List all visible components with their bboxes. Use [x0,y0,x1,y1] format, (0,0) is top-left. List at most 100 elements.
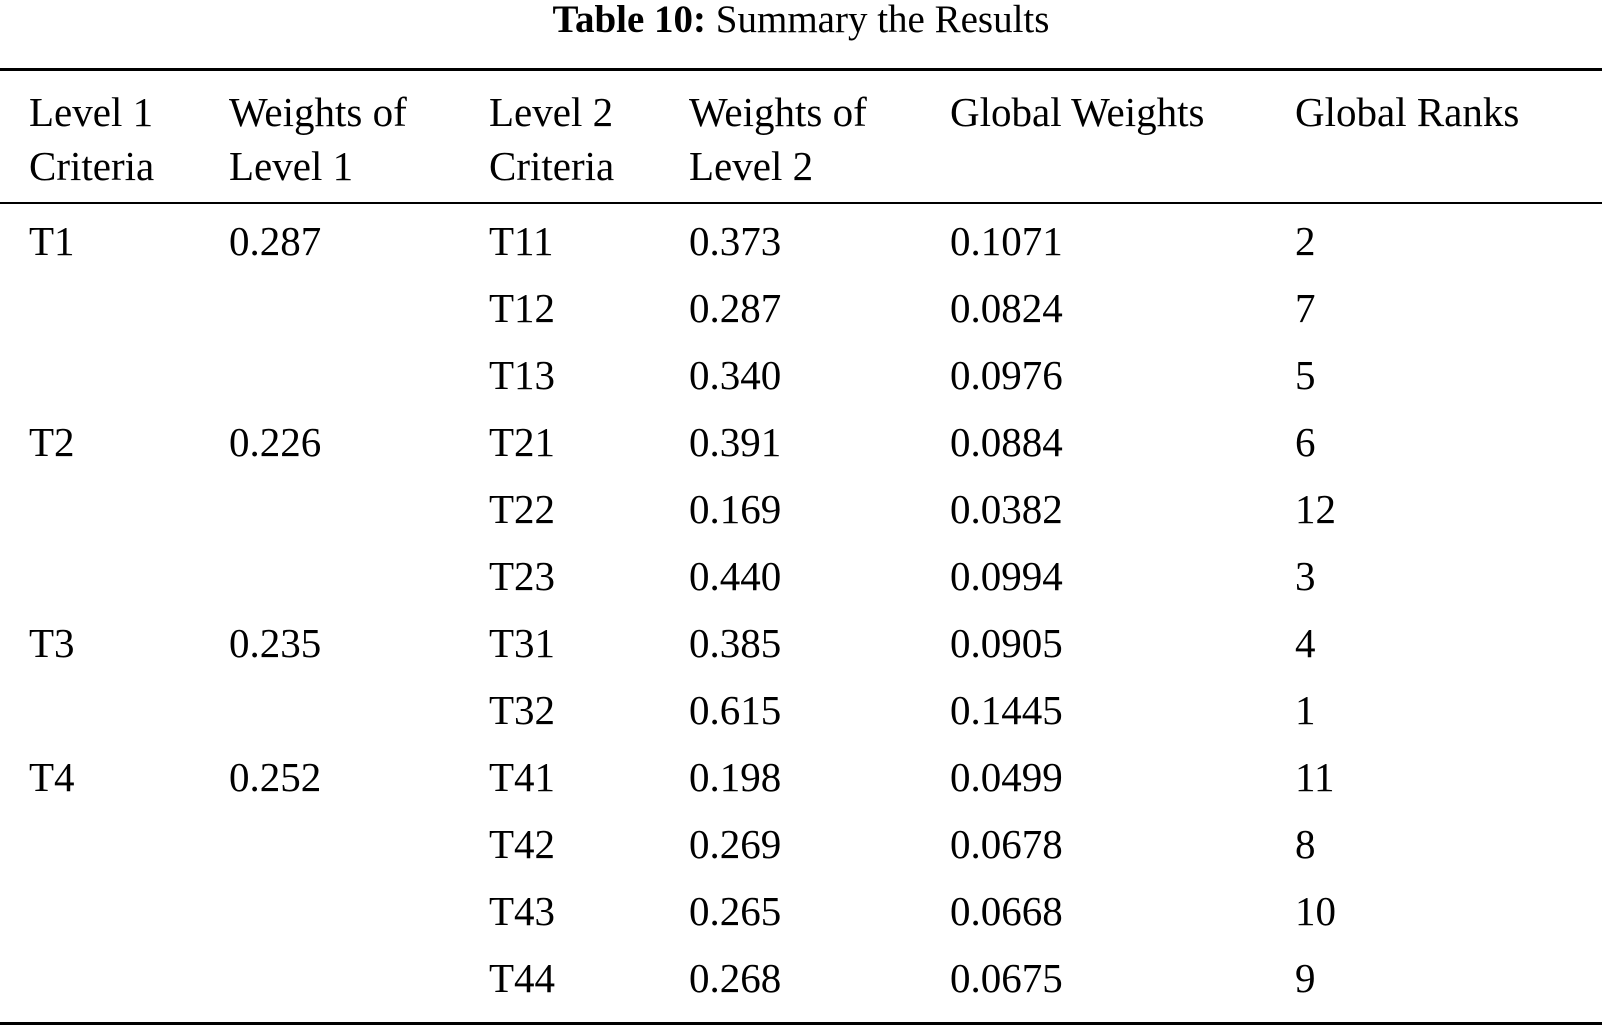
table-cell: 0.440 [689,553,782,599]
column-header: Level 1 Criteria [29,89,155,189]
table-cell [229,886,489,953]
table-cell [0,350,229,417]
table-cell: 5 [1295,352,1316,398]
table-cell [0,953,229,1020]
column-header: Weights of Level 1 [229,89,407,189]
table-cell: 0.169 [689,486,782,532]
table-cell: 9 [1295,955,1316,1001]
table-row: T32 0.615 0.1445 1 [0,685,1602,752]
table-cell [229,551,489,618]
table-row: T42 0.269 0.0678 8 [0,819,1602,886]
column-header: Weights of Level 2 [689,89,867,189]
table-cell: 3 [1295,553,1316,599]
table-cell: T4 [29,754,75,800]
table-cell: 0.615 [689,687,782,733]
table-cell: 0.373 [689,218,782,264]
table-cell: 0.0499 [950,754,1063,800]
table-caption-text: Summary the Results [706,0,1050,41]
table-cell: 0.265 [689,888,782,934]
table-row: T23 0.440 0.0994 3 [0,551,1602,618]
table-cell: 0.0382 [950,486,1063,532]
table-cell [229,283,489,350]
table-cell: T32 [489,687,556,733]
table-cell: T13 [489,352,556,398]
table-cell: 0.0994 [950,553,1063,599]
table-cell: T1 [29,218,75,264]
table-cell: T44 [489,955,556,1001]
table-cell: T21 [489,419,556,465]
column-header: Global Weights [950,89,1205,135]
table-caption-label: Table 10: [552,0,707,41]
table-cell: T22 [489,486,556,532]
results-table: T1 0.287 T11 0.373 0.1071 2 T12 0.287 0.0824 7 T13… [0,216,1602,1020]
table-cell: 2 [1295,218,1316,264]
table-cell: 6 [1295,419,1316,465]
table-row: T3 0.235 T31 0.385 0.0905 4 [0,618,1602,685]
table-cell: 0.198 [689,754,782,800]
table-cell: T42 [489,821,556,867]
table-cell: T23 [489,553,556,599]
table-cell: 0.0668 [950,888,1063,934]
table-cell: T31 [489,620,556,666]
top-rule [0,68,1602,71]
table-row: T44 0.268 0.0675 9 [0,953,1602,1020]
table-cell: T11 [489,218,554,264]
table-cell: 0.1071 [950,218,1063,264]
table-cell: 0.385 [689,620,782,666]
table-cell: 0.0675 [950,955,1063,1001]
table-cell: 0.391 [689,419,782,465]
table-cell [0,283,229,350]
table-row: T2 0.226 T21 0.391 0.0884 6 [0,417,1602,484]
table-cell: T43 [489,888,556,934]
table-cell [0,685,229,752]
table-cell [0,551,229,618]
table-cell [229,685,489,752]
table-cell: T41 [489,754,556,800]
table-cell: 0.0976 [950,352,1063,398]
table-cell [0,886,229,953]
table-cell: 7 [1295,285,1316,331]
table-cell: 4 [1295,620,1316,666]
table-cell: 0.269 [689,821,782,867]
table-row: T1 0.287 T11 0.373 0.1071 2 [0,216,1602,283]
table-cell [229,350,489,417]
table-cell: 8 [1295,821,1316,867]
column-header: Global Ranks [1295,89,1520,135]
table-row: T43 0.265 0.0668 10 [0,886,1602,953]
table-row: T12 0.287 0.0824 7 [0,283,1602,350]
table-cell: T3 [29,620,75,666]
table-cell: 0.0678 [950,821,1063,867]
table-cell: 10 [1295,888,1336,934]
table-cell: 0.268 [689,955,782,1001]
table-cell [229,953,489,1020]
table-header: Level 1 Criteria Weights of Level 1 Leve… [0,85,1602,193]
table-cell [229,484,489,551]
table-body: T1 0.287 T11 0.373 0.1071 2 T12 0.287 0.0824 7 T13… [0,216,1602,1020]
table-cell: 0.0905 [950,620,1063,666]
table-caption: Table 10: Summary the Results [0,0,1602,40]
table-cell: 0.340 [689,352,782,398]
table-row: T13 0.340 0.0976 5 [0,350,1602,417]
header-row: Level 1 Criteria Weights of Level 1 Leve… [0,85,1602,193]
table-cell: 0.1445 [950,687,1063,733]
table-cell: 0.235 [229,620,322,666]
table-cell: 0.226 [229,419,322,465]
table-cell: 0.287 [229,218,322,264]
table-cell [229,819,489,886]
table-cell: 1 [1295,687,1316,733]
bottom-rule [0,1022,1602,1025]
table-cell: T12 [489,285,556,331]
table-row: T4 0.252 T41 0.198 0.0499 11 [0,752,1602,819]
table-cell: 0.0884 [950,419,1063,465]
table-cell: 0.252 [229,754,322,800]
table-cell: 0.287 [689,285,782,331]
table-cell: T2 [29,419,75,465]
table-row: T22 0.169 0.0382 12 [0,484,1602,551]
table-cell: 0.0824 [950,285,1063,331]
column-header: Level 2 Criteria [489,89,615,189]
header-rule [0,202,1602,204]
table-cell [0,819,229,886]
table-cell: 12 [1295,486,1336,532]
table-cell [0,484,229,551]
table-cell: 11 [1295,754,1335,800]
